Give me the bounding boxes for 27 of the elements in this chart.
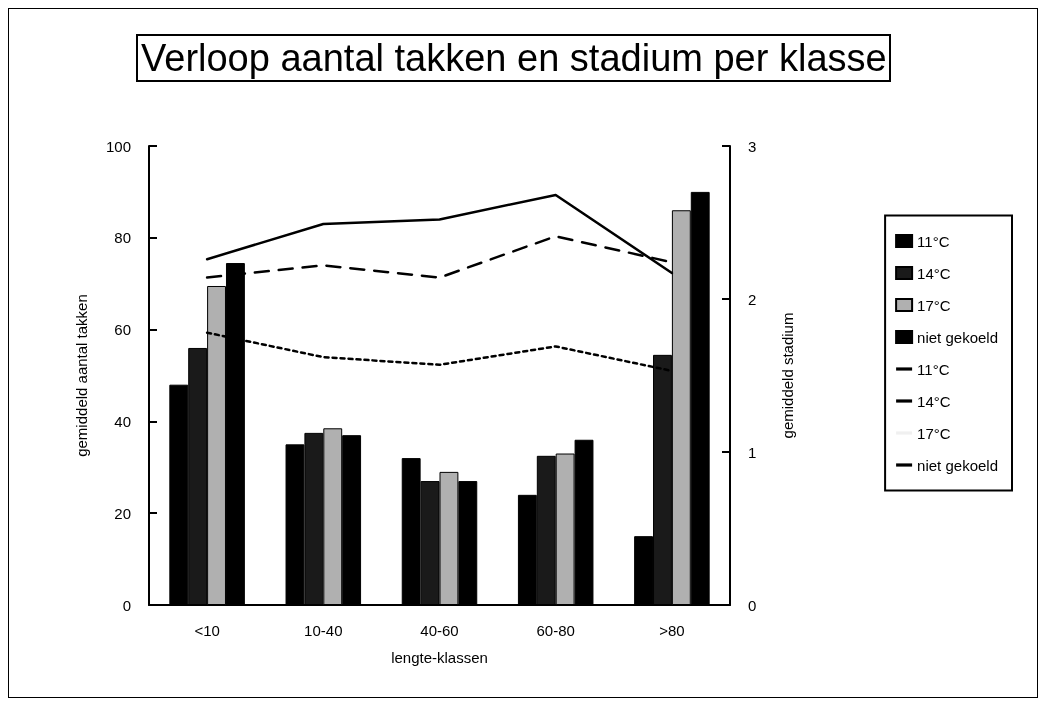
legend-label: 11°C (917, 360, 950, 378)
y2-axis-title: gemiddeld stadium (779, 312, 796, 439)
legend-label: niet gekoeld (917, 328, 999, 346)
chart-title: Verloop aantal takken en stadium per klasse (141, 37, 887, 79)
y-tick-label: 80 (114, 229, 131, 247)
x-axis-title: lengte-klassen (391, 649, 488, 666)
y-tick-label: 60 (114, 321, 131, 339)
x-tick-label: 10-40 (304, 622, 343, 639)
y2-tick-label: 2 (748, 290, 757, 308)
x-tick-label: 40-60 (420, 622, 459, 639)
y2-tick-label: 3 (748, 137, 757, 155)
y2-tick-label: 0 (748, 596, 757, 614)
legend-label: 14°C (917, 264, 951, 282)
y2-tick-label: 1 (748, 443, 757, 461)
legend-label: 14°C (917, 392, 951, 410)
x-tick-label: 60-80 (536, 622, 575, 639)
y-tick-label: 100 (105, 137, 131, 155)
y-tick-label: 0 (122, 596, 131, 614)
y-tick-label: 40 (114, 412, 131, 430)
x-tick-label: >80 (659, 622, 685, 639)
y-tick-label: 20 (114, 504, 131, 522)
y-axis-title: gemiddeld aantal takken (73, 294, 90, 457)
legend-label: 17°C (917, 296, 951, 314)
legend-label: niet gekoeld (917, 456, 999, 474)
legend-label: 11°C (917, 232, 950, 250)
x-tick-label: <10 (194, 622, 220, 639)
legend-label: 17°C (917, 424, 951, 442)
